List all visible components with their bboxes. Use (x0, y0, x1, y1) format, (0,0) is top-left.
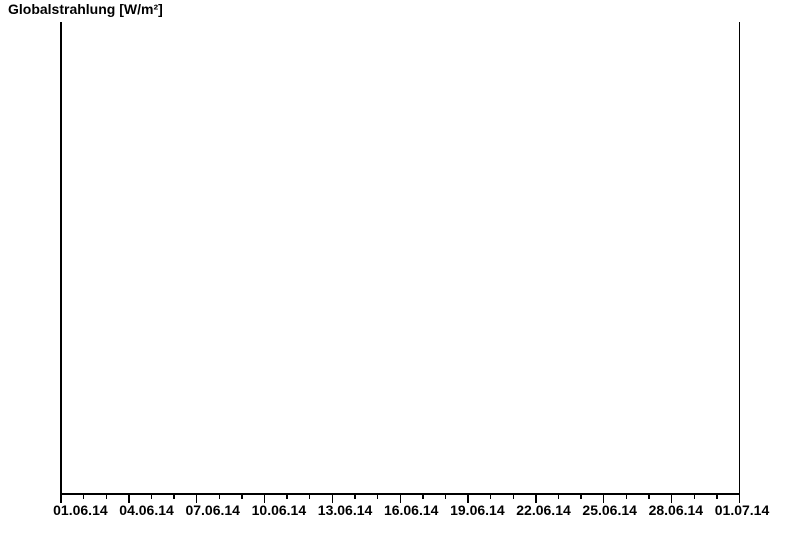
x-tick-label: 25.06.14 (582, 502, 637, 518)
x-axis-major-tick (196, 494, 198, 503)
x-axis-minor-tick (490, 494, 492, 499)
x-axis-minor-tick (716, 494, 718, 499)
x-axis-major-tick (738, 494, 741, 503)
x-axis-major-tick (535, 494, 537, 503)
y-axis-line-right (738, 22, 741, 503)
x-axis-minor-tick (625, 494, 628, 499)
x-axis-minor-tick (105, 494, 107, 499)
x-axis-minor-tick (422, 494, 424, 499)
x-tick-label: 16.06.14 (383, 502, 439, 518)
x-tick-label: 10.06.14 (251, 502, 307, 518)
x-tick-label: 19.06.14 (450, 502, 505, 518)
x-axis-major-tick (603, 494, 605, 503)
x-axis-minor-tick (241, 494, 243, 499)
x-axis-minor-tick (309, 494, 311, 499)
x-tick-label: 01.07.14 (714, 502, 770, 518)
x-axis-major-tick (263, 494, 266, 503)
x-axis-minor-tick (376, 494, 379, 499)
x-tick-label: 22.06.14 (516, 502, 571, 518)
x-tick-label: 07.06.14 (185, 502, 240, 518)
x-axis-minor-tick (82, 494, 85, 499)
x-axis-minor-tick (444, 494, 447, 499)
chart-title: Globalstrahlung [W/m²] (8, 1, 163, 17)
x-axis-minor-tick (693, 494, 695, 499)
x-axis-major-tick (331, 494, 334, 503)
x-axis-major-tick (60, 494, 62, 503)
x-axis-minor-tick (648, 494, 650, 499)
x-axis-minor-tick (354, 494, 356, 499)
x-axis-major-tick (399, 494, 401, 503)
x-axis-minor-tick (557, 494, 560, 499)
x-axis-minor-tick (580, 494, 582, 499)
x-axis-minor-tick (218, 494, 220, 499)
x-tick-label: 28.06.14 (648, 502, 704, 518)
x-axis-major-tick (128, 494, 130, 503)
x-axis-minor-tick (173, 494, 175, 499)
x-axis-minor-tick (286, 494, 288, 499)
x-tick-label: 04.06.14 (119, 502, 174, 518)
x-axis-minor-tick (150, 494, 153, 499)
x-axis-major-tick (670, 494, 673, 503)
x-axis-major-tick (467, 494, 469, 503)
x-tick-label: 01.06.14 (53, 502, 108, 518)
x-tick-label: 13.06.14 (317, 502, 373, 518)
x-axis-line (60, 493, 741, 495)
y-axis-line-left (60, 22, 62, 495)
x-axis-minor-tick (512, 494, 515, 499)
